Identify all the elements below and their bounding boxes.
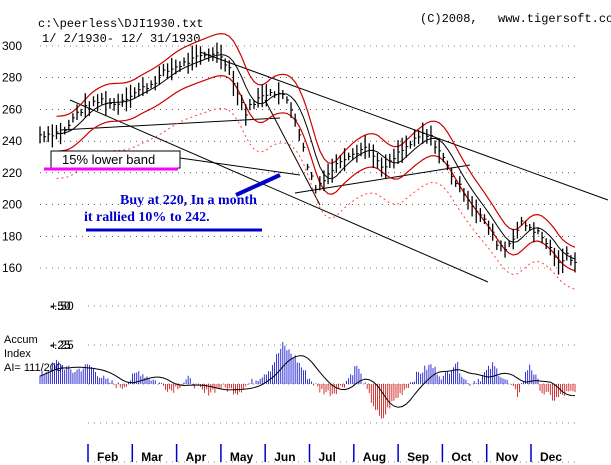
- month-label-Apr: Apr: [186, 450, 207, 464]
- file-path: c:\peerless\DJI1930.txt: [38, 17, 204, 31]
- lower-trend-line: [69, 99, 489, 283]
- upper-band: [56, 32, 576, 248]
- upper-trend-line: [199, 51, 609, 201]
- accum-ma-line: [39, 355, 576, 408]
- month-label-Aug: Aug: [363, 450, 386, 464]
- neckline-mid: [179, 157, 301, 176]
- trend-lines: [59, 51, 609, 283]
- accum-histogram: [39, 341, 576, 419]
- month-label-Mar: Mar: [141, 450, 163, 464]
- lower-band-15pct: [56, 107, 576, 290]
- month-label-Sep: Sep: [407, 450, 429, 464]
- price-tick-200: 200: [2, 198, 22, 212]
- price-bars: [39, 42, 577, 275]
- accum-label-1: Accum: [4, 334, 38, 346]
- accum-tick-+.50: +.50: [50, 299, 74, 313]
- month-label-Oct: Oct: [451, 450, 471, 464]
- grid-dots: [40, 45, 575, 463]
- date-range: 1/ 2/1930- 12/ 31/1930: [42, 32, 200, 46]
- price-tick-220: 220: [2, 166, 22, 180]
- accum-axis: +.50 +.25-.25 -.50: [50, 299, 74, 352]
- channel-line: [264, 99, 321, 206]
- site-url: www.tigersoft.com: [498, 12, 611, 26]
- price-tick-300: 300: [2, 39, 22, 53]
- neckline-left: [59, 117, 281, 131]
- price-tick-180: 180: [2, 229, 22, 243]
- month-label-Dec: Dec: [540, 450, 562, 464]
- month-label-Jul: Jul: [319, 450, 336, 464]
- price-tick-260: 260: [2, 102, 22, 116]
- buy-arrow: [235, 173, 281, 197]
- accum-tick-+.25: +.25: [50, 338, 74, 352]
- accum-tick--.25: -.25: [50, 338, 71, 352]
- buy-annotation-line2: it rallied 10% to 242.: [84, 210, 210, 225]
- accum-tick--.50: -.50: [50, 299, 71, 313]
- price-tick-280: 280: [2, 71, 22, 85]
- accum-label-2: Index: [4, 348, 31, 360]
- price-axis: 300 280 260 240 220 200 180 160: [2, 39, 22, 275]
- price-tick-160: 160: [2, 261, 22, 275]
- month-label-May: May: [230, 450, 254, 464]
- month-axis: Feb Mar Apr May Jun Jul Aug Sep Oct Nov Dec: [87, 444, 562, 464]
- month-label-Feb: Feb: [97, 450, 118, 464]
- copyright: (C)2008,: [420, 12, 478, 26]
- month-label-Nov: Nov: [496, 450, 519, 464]
- band-label: 15% lower band: [62, 152, 155, 167]
- buy-annotation-line1: Buy at 220, In a month: [120, 193, 257, 208]
- price-tick-240: 240: [2, 134, 22, 148]
- month-label-Jun: Jun: [274, 450, 295, 464]
- accum-label-3: AI= 111/200: [4, 362, 62, 374]
